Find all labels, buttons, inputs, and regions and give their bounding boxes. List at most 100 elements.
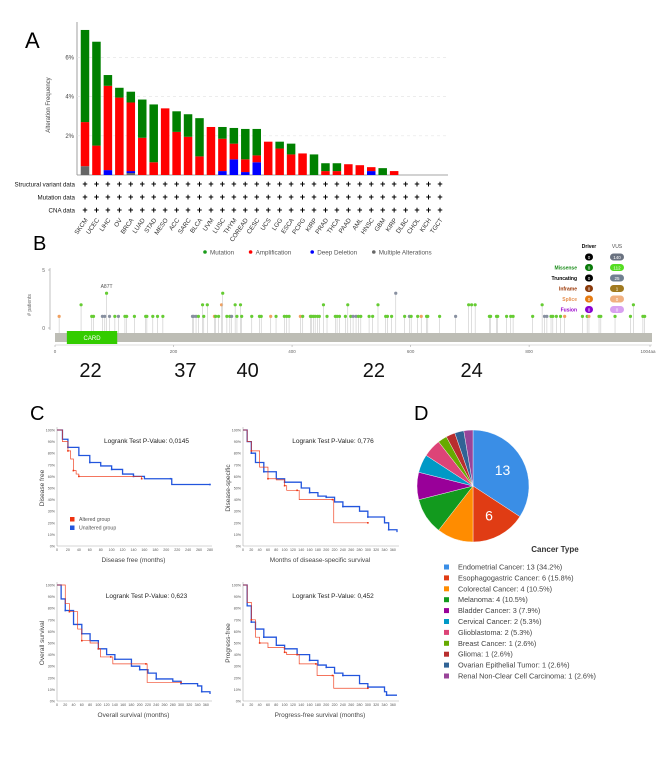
x-tick-label: 0: [242, 703, 244, 707]
category-label: LIHC: [99, 217, 113, 233]
y-tick-label: 20%: [234, 676, 242, 680]
lollipop-head: [274, 314, 278, 318]
censor-mark: [155, 678, 158, 680]
lollipop-head: [202, 314, 206, 318]
censor-mark: [315, 663, 317, 665]
driver-count: 0: [588, 286, 591, 291]
legend-label: Deep Deletion: [317, 250, 357, 257]
x-tick-label: 320: [373, 703, 379, 707]
censor-mark: [267, 477, 269, 480]
x-tick-label: 340: [382, 548, 388, 552]
y-tick-label: 0%: [50, 700, 56, 704]
x-tick-label: 360: [203, 703, 209, 707]
censor-mark: [200, 690, 203, 693]
lollipop-head: [628, 314, 633, 318]
lollipop-head: [301, 314, 305, 318]
bar-segment-amplification: [126, 102, 136, 172]
y-axis-label: Disease free: [39, 469, 46, 506]
bar-segment-mutation: [183, 114, 193, 137]
row-marker: +: [185, 192, 190, 202]
x-tick-label: 100: [282, 548, 288, 552]
lollipop-head: [91, 314, 96, 318]
x-tick-label: 140: [131, 548, 137, 552]
censor-mark: [78, 475, 80, 478]
row-marker: +: [185, 179, 190, 189]
x-tick-label: 180: [152, 548, 158, 552]
vus-count: 140: [613, 255, 621, 260]
legend-swatch: [444, 586, 449, 592]
row-marker: +: [426, 192, 431, 202]
y-tick-label: 60%: [234, 475, 242, 479]
chart-title: Logrank Test P-Value: 0,623: [106, 593, 188, 600]
censor-mark: [72, 469, 75, 472]
row-marker: +: [174, 192, 179, 202]
row-marker: +: [231, 179, 236, 189]
row-marker: +: [220, 192, 225, 202]
y-tick-label: 0%: [236, 545, 242, 549]
legend-swatch: [444, 629, 449, 635]
panel-label-a: A: [25, 28, 40, 53]
legend-label: Glioblastoma: 2 (5.3%): [458, 628, 532, 637]
row-marker: +: [117, 179, 122, 189]
x-tick-label: 80: [274, 548, 278, 552]
y-tick-label: 50%: [234, 487, 242, 491]
lollipop-head: [104, 291, 109, 295]
bar-segment-amplification: [332, 171, 342, 175]
censor-mark: [342, 505, 344, 508]
category-label: UCS: [259, 217, 272, 232]
bar-segment-amplification: [263, 141, 273, 175]
y-tick-label: 0: [42, 326, 45, 332]
region-count: 22: [363, 360, 385, 382]
legend-label: Mutation: [210, 250, 235, 257]
x-tick-label: 320: [373, 548, 379, 552]
legend-label: Glioma: 1 (2.6%): [458, 650, 513, 659]
y-tick-label: 40%: [234, 498, 242, 502]
row-marker: +: [266, 205, 271, 215]
row-marker: +: [403, 205, 408, 215]
bar-segment-amplification: [195, 156, 204, 175]
y-tick-label: 30%: [234, 510, 242, 514]
lollipop-head: [545, 314, 549, 318]
x-tick-label: 220: [145, 703, 151, 707]
lollipop-head: [287, 314, 291, 318]
x-tick-label: 260: [348, 703, 354, 707]
y-tick-label: 100%: [46, 584, 56, 588]
lollipop-head: [192, 314, 196, 318]
y-tick-label: 100%: [46, 429, 56, 433]
row-marker: +: [346, 192, 351, 202]
category-label: TGCT: [429, 217, 445, 235]
lollipop-head: [250, 314, 254, 318]
censor-mark: [387, 528, 390, 531]
lollipop-head: [107, 314, 112, 318]
x-tick-label: 280: [207, 548, 213, 552]
lollipop-head: [496, 314, 500, 318]
bar-segment-amplification: [92, 145, 101, 175]
category-label: OV: [113, 216, 124, 228]
km-disease-free: 0% 10% 20% 30% 40% 50% 60% 70% 80% 90% 100% 0 20 40 60…: [39, 427, 213, 564]
lollipop-head: [325, 314, 329, 318]
row-marker: +: [174, 179, 179, 189]
km-curve-unaltered: [57, 584, 211, 695]
x-tick-label: 400: [288, 349, 296, 354]
y-tick-label: 10%: [234, 688, 242, 692]
lollipop-head: [205, 303, 209, 307]
row-marker: +: [105, 179, 110, 189]
lollipop-head: [631, 303, 636, 307]
x-tick-label: 0: [56, 703, 58, 707]
x-tick-label: 800: [525, 349, 533, 354]
bar-segment-mutation: [149, 104, 158, 163]
bar-segment-amplification: [138, 137, 147, 175]
row-marker: +: [369, 179, 374, 189]
row-marker: +: [231, 192, 236, 202]
y-tick-label: 40%: [48, 498, 56, 502]
lollipop-head: [419, 314, 423, 318]
legend-dot: [372, 250, 376, 254]
y-tick-label: 100%: [232, 584, 242, 588]
y-tick-label: 10%: [48, 688, 56, 692]
bar-segment-mutation: [126, 91, 136, 103]
row-marker: +: [82, 205, 87, 215]
category-label: UCEC: [85, 217, 101, 236]
region-count: 40: [236, 360, 258, 382]
lollipop-head: [79, 303, 83, 307]
